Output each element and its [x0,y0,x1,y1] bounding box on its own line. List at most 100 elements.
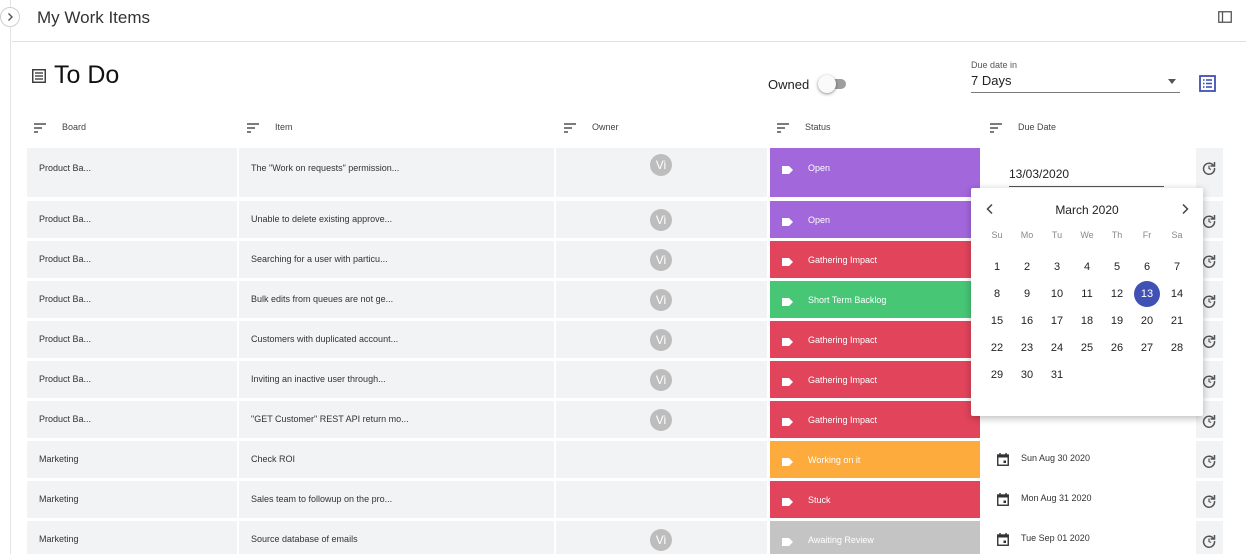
expand-sidebar-button[interactable] [0,7,20,27]
item-cell[interactable]: Sales team to followup on the pro... [239,481,554,518]
refresh-icon[interactable] [1202,161,1216,175]
calendar-day[interactable]: 21 [1170,315,1184,327]
calendar-day[interactable]: 10 [1050,288,1064,300]
status-cell[interactable]: Open [770,148,980,197]
calendar-day[interactable]: 9 [1023,288,1031,300]
board-cell[interactable]: Marketing [27,481,237,518]
item-cell[interactable]: Source database of emails [239,521,554,554]
status-cell[interactable]: Gathering Impact [770,361,980,398]
table-row[interactable]: Product Ba... "GET Customer" REST API ret… [27,401,1223,438]
item-cell[interactable]: Bulk edits from queues are not ge... [239,281,554,318]
table-row[interactable]: Marketing Check ROI Working on it Sun Aug 3… [27,441,1223,478]
view-list-icon[interactable] [1199,75,1216,92]
calendar-day[interactable]: 3 [1053,261,1061,273]
owner-cell[interactable]: Vi [556,281,767,318]
owned-toggle[interactable] [818,75,846,93]
calendar-day[interactable]: 7 [1173,261,1181,273]
refresh-icon[interactable] [1202,214,1216,228]
calendar-day[interactable]: 11 [1081,288,1093,300]
status-cell[interactable]: Short Term Backlog [770,281,980,318]
calendar-day[interactable]: 29 [990,369,1004,381]
refresh-icon[interactable] [1202,334,1216,348]
calendar-day[interactable]: 27 [1140,342,1154,354]
due-date-cell[interactable]: Mon Aug 31 2020 [982,481,1194,518]
calendar-day[interactable]: 26 [1110,342,1124,354]
item-cell[interactable]: Check ROI [239,441,554,478]
board-cell[interactable]: Product Ba... [27,241,237,278]
calendar-day[interactable]: 1 [993,261,1001,273]
calendar-day[interactable]: 20 [1140,315,1154,327]
calendar-day[interactable]: 14 [1170,288,1184,300]
calendar-day[interactable]: 8 [993,288,1001,300]
owner-cell[interactable]: Vi [556,148,767,197]
calendar-day[interactable]: 12 [1110,288,1124,300]
board-cell[interactable]: Product Ba... [27,281,237,318]
calendar-day[interactable]: 2 [1023,261,1031,273]
reschedule-cell[interactable] [1196,481,1223,518]
owner-cell[interactable]: Vi [556,241,767,278]
column-header-board[interactable]: Board [34,119,224,139]
status-cell[interactable]: Gathering Impact [770,321,980,358]
refresh-icon[interactable] [1202,454,1216,468]
item-cell[interactable]: "GET Customer" REST API return mo... [239,401,554,438]
calendar-day[interactable]: 19 [1110,315,1124,327]
calendar-day[interactable]: 17 [1050,315,1064,327]
item-cell[interactable]: Unable to delete existing approve... [239,201,554,238]
column-header-status[interactable]: Status [777,119,977,139]
column-header-due-date[interactable]: Due Date [990,119,1190,139]
due-date-cell[interactable]: Tue Sep 01 2020 [982,521,1194,554]
owner-cell[interactable]: Vi [556,401,767,438]
board-cell[interactable]: Product Ba... [27,401,237,438]
item-cell[interactable]: Searching for a user with particu... [239,241,554,278]
refresh-icon[interactable] [1202,414,1216,428]
calendar-day[interactable]: 25 [1080,342,1094,354]
table-row[interactable]: Marketing Sales team to followup on the p… [27,481,1223,518]
board-cell[interactable]: Product Ba... [27,201,237,238]
calendar-day-selected[interactable]: 13 [1134,281,1160,307]
owner-cell[interactable]: Vi [556,321,767,358]
column-header-owner[interactable]: Owner [564,119,764,139]
owner-cell[interactable] [556,481,767,518]
refresh-icon[interactable] [1202,534,1216,548]
item-cell[interactable]: Inviting an inactive user through... [239,361,554,398]
status-cell[interactable]: Working on it [770,441,980,478]
refresh-icon[interactable] [1202,494,1216,508]
due-date-input[interactable]: 13/03/2020 [1009,167,1164,187]
calendar-day[interactable]: 16 [1020,315,1034,327]
table-row[interactable]: Marketing Source database of emails Vi Awai… [27,521,1223,554]
status-cell[interactable]: Gathering Impact [770,241,980,278]
calendar-day[interactable]: 15 [990,315,1004,327]
status-cell[interactable]: Awaiting Review [770,521,980,554]
item-cell[interactable]: The "Work on requests" permission... [239,148,554,197]
owner-cell[interactable] [556,441,767,478]
calendar-day[interactable]: 18 [1080,315,1094,327]
due-date-cell[interactable]: Sun Aug 30 2020 [982,441,1194,478]
chevron-right-icon[interactable] [1180,203,1190,215]
reschedule-cell[interactable] [1196,521,1223,554]
board-cell[interactable]: Marketing [27,521,237,554]
chevron-left-icon[interactable] [985,203,995,215]
table-row[interactable]: Product Ba... The "Work on requests" perm… [27,148,1223,197]
reschedule-cell[interactable] [1196,441,1223,478]
calendar-day[interactable]: 28 [1170,342,1184,354]
calendar-day[interactable]: 6 [1143,261,1151,273]
side-panel-icon[interactable] [1218,11,1232,23]
board-cell[interactable]: Product Ba... [27,361,237,398]
owner-cell[interactable]: Vi [556,521,767,554]
refresh-icon[interactable] [1202,374,1216,388]
status-cell[interactable]: Gathering Impact [770,401,980,438]
status-cell[interactable]: Open [770,201,980,238]
board-cell[interactable]: Product Ba... [27,321,237,358]
calendar-day[interactable]: 31 [1050,369,1064,381]
item-cell[interactable]: Customers with duplicated account... [239,321,554,358]
board-cell[interactable]: Marketing [27,441,237,478]
calendar-day[interactable]: 22 [990,342,1004,354]
refresh-icon[interactable] [1202,254,1216,268]
calendar-day[interactable]: 24 [1050,342,1064,354]
owner-cell[interactable]: Vi [556,201,767,238]
owner-cell[interactable]: Vi [556,361,767,398]
calendar-day[interactable]: 23 [1020,342,1034,354]
status-cell[interactable]: Stuck [770,481,980,518]
refresh-icon[interactable] [1202,294,1216,308]
calendar-day[interactable]: 30 [1020,369,1034,381]
